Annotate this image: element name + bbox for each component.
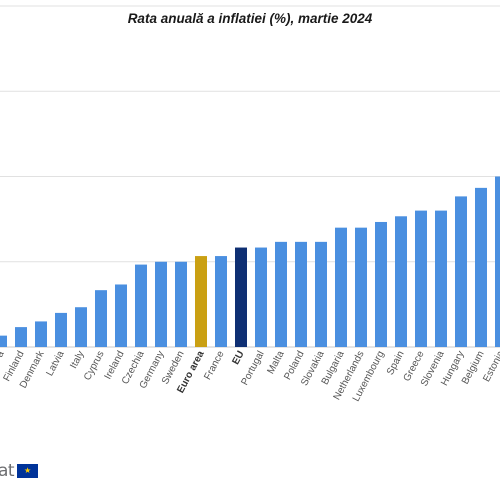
eurostat-logo: at ★ xyxy=(0,460,39,482)
bar-czechia xyxy=(135,264,147,347)
bar-france xyxy=(215,256,227,347)
bar-germany xyxy=(155,261,167,347)
bar-euro-area xyxy=(195,256,207,347)
bar-malta xyxy=(275,241,287,347)
bar-sweden xyxy=(175,261,187,347)
bar-ireland xyxy=(115,284,127,347)
bar-latvia xyxy=(55,312,67,347)
bar-portugal xyxy=(255,247,267,347)
x-tick-label: EU xyxy=(230,349,246,366)
x-tick-label: a xyxy=(0,349,7,359)
logo-text: at xyxy=(0,461,15,481)
bar-estonia xyxy=(495,176,500,347)
bar-italy xyxy=(75,307,87,347)
bar-belgium xyxy=(475,187,487,347)
x-tick-label: Malta xyxy=(265,349,286,376)
bar-spain xyxy=(395,216,407,347)
bar-denmark xyxy=(35,321,47,347)
bar-cyprus xyxy=(95,290,107,347)
bar-poland xyxy=(295,241,307,347)
bars xyxy=(0,176,500,347)
bar-luxembourg xyxy=(375,221,387,347)
bar-a xyxy=(0,335,7,347)
bar-eu xyxy=(235,247,247,347)
chart-title: Rata anuală a inflatiei (%), martie 2024 xyxy=(127,11,373,26)
bar-greece xyxy=(415,210,427,347)
eu-flag-icon: ★ xyxy=(17,464,39,478)
x-tick-label: Italy xyxy=(68,349,86,370)
x-tick-label: Latvia xyxy=(44,349,66,378)
bar-bulgaria xyxy=(335,227,347,347)
bar-netherlands xyxy=(355,227,367,347)
bar-slovenia xyxy=(435,210,447,347)
bar-finland xyxy=(15,327,27,347)
x-tick-label: France xyxy=(202,349,227,382)
bar-slovakia xyxy=(315,241,327,347)
bar-hungary xyxy=(455,196,467,347)
